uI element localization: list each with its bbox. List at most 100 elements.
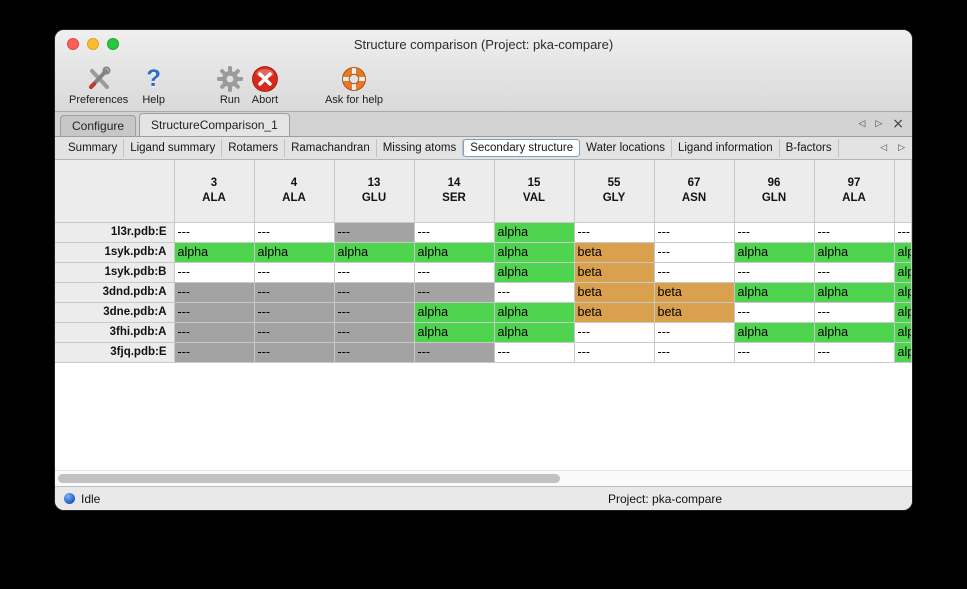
scrollbar-thumb[interactable]	[58, 474, 560, 483]
tab-scroll-left-icon[interactable]: ◁	[858, 119, 866, 129]
ss-cell: beta	[574, 242, 655, 263]
row-label-3dne-pdb-a: 3dne.pdb:A	[55, 302, 175, 323]
ss-cell: ---	[654, 322, 735, 343]
gear-icon	[216, 65, 243, 93]
subtab-rotamers[interactable]: Rotamers	[222, 139, 286, 157]
subtab-scroll-left-icon[interactable]: ◁	[880, 143, 888, 153]
run-button[interactable]: Run	[216, 65, 243, 106]
ss-cell: ---	[814, 342, 895, 363]
ss-cell: ---	[814, 302, 895, 323]
ss-cell: ---	[174, 222, 255, 243]
ss-cell: ---	[734, 342, 815, 363]
ss-cell: ---	[814, 222, 895, 243]
table-row: 1syk.pdb:A alpha alpha alpha alpha alpha beta -…	[55, 242, 912, 263]
ss-cell: ---	[334, 262, 415, 283]
ss-cell: alpha	[814, 282, 895, 303]
row-label-1syk-pdb-a: 1syk.pdb:A	[55, 242, 175, 263]
table-row: 3dne.pdb:A --- --- --- alpha alpha beta beta ---…	[55, 302, 912, 323]
toolbar: Preferences ? Help	[55, 58, 912, 111]
run-label: Run	[219, 94, 241, 106]
ss-cell: alpha	[734, 322, 815, 343]
ss-cell: alpha	[814, 322, 895, 343]
ss-cell: alpha	[494, 222, 575, 243]
column-header-13-glu: 13 GLU	[334, 160, 415, 223]
ss-cell: ---	[254, 322, 335, 343]
column-header-15-val: 15 VAL	[494, 160, 575, 223]
column-header-55-gly: 55 GLY	[574, 160, 655, 223]
ss-cell: ---	[654, 242, 735, 263]
ss-cell: ---	[334, 282, 415, 303]
ss-cell: ---	[414, 262, 495, 283]
tab-bar: Configure StructureComparison_1 ◁ ▷ ×	[55, 112, 912, 137]
row-label-3fjq-pdb-e: 3fjq.pdb:E	[55, 342, 175, 363]
ss-cell: ---	[334, 342, 415, 363]
ss-cell: ---	[814, 262, 895, 283]
ss-cell: ---	[494, 282, 575, 303]
ss-cell: ---	[734, 262, 815, 283]
ss-cell: ---	[654, 262, 735, 283]
ss-cell: alpha	[894, 302, 912, 323]
subtab-b-factors[interactable]: B-factors	[780, 139, 839, 157]
tab-structurecomparison-1[interactable]: StructureComparison_1	[139, 113, 290, 136]
ss-cell: ---	[174, 302, 255, 323]
table-corner-cell	[55, 160, 175, 223]
horizontal-scrollbar[interactable]	[55, 470, 912, 486]
ss-cell: alpha	[494, 322, 575, 343]
ss-cell: beta	[574, 282, 655, 303]
close-window-button[interactable]	[67, 38, 79, 50]
tab-close-icon[interactable]: ×	[892, 116, 904, 132]
ss-cell: alpha	[334, 242, 415, 263]
row-label-3fhi-pdb-a: 3fhi.pdb:A	[55, 322, 175, 343]
abort-x-icon	[251, 65, 279, 93]
ss-cell: beta	[574, 262, 655, 283]
subtab-secondary-structure[interactable]: Secondary structure	[463, 139, 581, 157]
ss-cell: ---	[414, 342, 495, 363]
preferences-button[interactable]: Preferences	[69, 65, 128, 106]
ss-cell: alpha	[494, 302, 575, 323]
subtab-ligand-information[interactable]: Ligand information	[672, 139, 780, 157]
subtab-nav: ◁ ▷	[880, 137, 905, 159]
ss-cell: ---	[254, 282, 335, 303]
ss-cell: alpha	[894, 342, 912, 363]
window-chrome: Structure comparison (Project: pka-compa…	[55, 30, 912, 112]
ask-for-help-button[interactable]: Ask for help	[325, 65, 383, 106]
ss-cell: ---	[654, 222, 735, 243]
status-idle-icon	[64, 493, 75, 504]
minimize-window-button[interactable]	[87, 38, 99, 50]
subtab-water-locations[interactable]: Water locations	[580, 139, 672, 157]
ss-cell: ---	[414, 222, 495, 243]
ss-cell: ---	[494, 342, 575, 363]
subtab-scroll-right-icon[interactable]: ▷	[898, 143, 905, 153]
column-header-3-ala: 3 ALA	[174, 160, 255, 223]
ss-cell: ---	[174, 322, 255, 343]
ss-cell: ---	[414, 282, 495, 303]
ask-for-help-label: Ask for help	[324, 94, 384, 106]
ss-cell: alpha	[414, 322, 495, 343]
ss-cell: alpha	[414, 302, 495, 323]
table-row: 1syk.pdb:B --- --- --- --- alpha beta --- --- ---…	[55, 262, 912, 283]
ss-cell: ---	[174, 262, 255, 283]
subtab-ligand-summary[interactable]: Ligand summary	[124, 139, 223, 157]
row-label-1l3r-pdb-e: 1l3r.pdb:E	[55, 222, 175, 243]
table-row: 3fhi.pdb:A --- --- --- alpha alpha --- --- alpha…	[55, 322, 912, 343]
tab-scroll-right-icon[interactable]: ▷	[875, 119, 883, 129]
subtab-summary[interactable]: Summary	[62, 139, 125, 157]
column-header-97-ala: 97 ALA	[814, 160, 895, 223]
help-button[interactable]: ? Help	[142, 65, 165, 107]
tab-configure[interactable]: Configure	[60, 115, 137, 136]
ss-cell: ---	[174, 342, 255, 363]
ss-cell: alpha	[414, 242, 495, 263]
ss-cell: alpha	[494, 262, 575, 283]
ss-cell: beta	[574, 302, 655, 323]
table-row: 3dnd.pdb:A --- --- --- --- --- beta beta alpha al…	[55, 282, 912, 303]
column-header-partial	[894, 160, 912, 223]
ss-cell: beta	[654, 302, 735, 323]
ss-cell: alpha	[894, 242, 912, 263]
subtab-missing-atoms[interactable]: Missing atoms	[377, 139, 464, 157]
ss-cell: ---	[574, 342, 655, 363]
title-bar: Structure comparison (Project: pka-compa…	[55, 30, 912, 58]
abort-button[interactable]: Abort	[251, 65, 279, 106]
zoom-window-button[interactable]	[107, 38, 119, 50]
subtab-ramachandran[interactable]: Ramachandran	[285, 139, 377, 157]
help-label: Help	[142, 94, 165, 106]
